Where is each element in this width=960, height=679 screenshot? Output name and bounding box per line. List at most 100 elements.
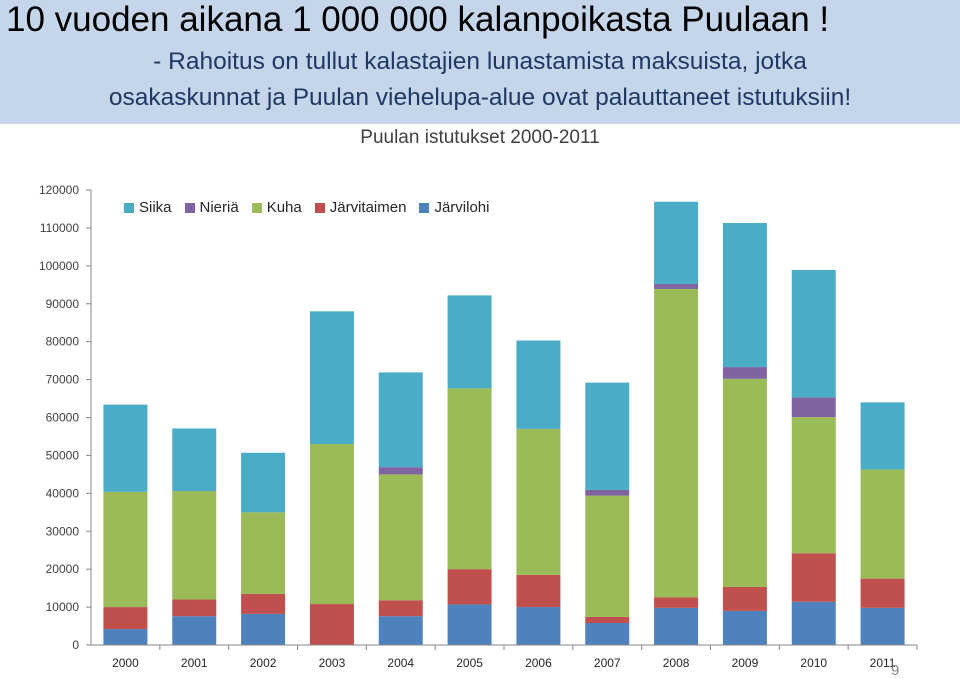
x-tick-label: 2005 — [456, 656, 483, 670]
bar-segment-järvitaimen-2008 — [654, 597, 699, 608]
x-tick-label: 2002 — [250, 656, 277, 670]
y-tick-label: 100000 — [39, 259, 79, 273]
y-tick-label: 70000 — [46, 373, 80, 387]
bar-segment-siika-2009 — [722, 222, 767, 368]
bar-segment-nieriä-2008 — [654, 284, 699, 289]
bar-segment-järvilohi-2000 — [103, 629, 148, 645]
y-tick-label: 110000 — [40, 221, 79, 235]
y-tick-label: 50000 — [46, 448, 80, 462]
bar-segment-kuha-2000 — [103, 491, 148, 608]
bar-segment-nieriä-2004 — [378, 467, 423, 475]
page-number: 9 — [891, 662, 900, 679]
chart-legend: Siika Nieriä Kuha Järvitaimen Järvilohi — [124, 199, 489, 216]
bar-segment-järvilohi-2007 — [585, 623, 630, 645]
bar-segment-kuha-2006 — [516, 428, 561, 575]
bar-segment-järvilohi-2010 — [791, 601, 836, 645]
bar-segment-järvitaimen-2002 — [241, 593, 286, 614]
y-tick-label: 80000 — [46, 335, 80, 349]
bar-segment-kuha-2005 — [447, 388, 492, 570]
slide-subtitle: - Rahoitus on tullut kalastajien lunasta… — [0, 44, 960, 116]
x-tick-label: 2006 — [525, 656, 552, 670]
bar-segment-järvilohi-2006 — [516, 607, 561, 645]
x-tick-label: 2001 — [181, 656, 208, 670]
legend-item-kuha: Kuha — [251, 199, 302, 216]
x-tick-label: 2007 — [594, 656, 621, 670]
y-tick-label: 120000 — [39, 183, 79, 197]
bar-segment-siika-2001 — [172, 428, 217, 492]
x-tick-label: 2009 — [732, 656, 759, 670]
bar-segment-siika-2006 — [516, 340, 561, 429]
x-tick-label: 2004 — [387, 656, 414, 670]
bar-segment-järvitaimen-2003 — [309, 604, 354, 645]
bar-segment-järvilohi-2001 — [172, 616, 217, 645]
x-tick-label: 2010 — [800, 656, 827, 670]
legend-item-järvitaimen: Järvitaimen — [314, 199, 407, 216]
y-tick-label: 90000 — [46, 297, 80, 311]
legend-label: Nieriä — [199, 199, 239, 216]
bar-segment-järvitaimen-2004 — [378, 600, 423, 617]
y-tick-label: 20000 — [46, 562, 80, 576]
bar-segment-nieriä-2007 — [585, 489, 630, 496]
bar-segment-järvitaimen-2007 — [585, 616, 630, 624]
bar-segment-kuha-2004 — [378, 474, 423, 601]
legend-swatch — [314, 202, 325, 213]
legend-swatch — [419, 202, 430, 213]
legend-swatch — [184, 202, 195, 213]
legend-swatch — [124, 202, 134, 213]
legend-item-siika: Siika — [124, 199, 172, 216]
x-tick-label: 2011 — [870, 656, 896, 670]
bar-segment-kuha-2009 — [722, 378, 767, 587]
subtitle-line-2: osakaskunnat ja Puulan viehelupa-alue ov… — [108, 84, 852, 111]
bar-segment-järvilohi-2009 — [722, 610, 767, 645]
bar-segment-järvitaimen-2005 — [447, 569, 492, 605]
bar-segment-siika-2011 — [860, 402, 905, 470]
bar-segment-kuha-2003 — [309, 444, 354, 605]
bar-segment-järvilohi-2011 — [860, 607, 905, 645]
x-tick-label: 2008 — [663, 656, 690, 670]
bar-segment-siika-2003 — [309, 311, 354, 445]
bar-segment-järvitaimen-2009 — [722, 586, 767, 611]
y-tick-label: 40000 — [46, 486, 80, 500]
bar-segment-nieriä-2010 — [791, 397, 836, 418]
bar-segment-siika-2004 — [378, 372, 423, 468]
chart-title: Puulan istutukset 2000-2011 — [360, 127, 600, 148]
bar-segment-kuha-2010 — [791, 417, 836, 554]
legend-label: Siika — [139, 199, 172, 216]
y-tick-label: 10000 — [46, 600, 80, 614]
legend-item-järvilohi: Järvilohi — [419, 199, 489, 216]
y-tick-label: 30000 — [46, 524, 80, 538]
bar-segment-järvilohi-2005 — [447, 604, 492, 645]
bar-segment-kuha-2011 — [860, 469, 905, 579]
bar-segment-järvilohi-2002 — [241, 613, 286, 645]
bar-segment-siika-2007 — [585, 382, 630, 490]
bar-segment-järvilohi-2004 — [378, 616, 423, 645]
bar-segment-siika-2002 — [241, 452, 286, 513]
legend-label: Järvilohi — [434, 199, 490, 216]
bar-segment-siika-2010 — [791, 270, 836, 398]
bar-segment-siika-2008 — [654, 201, 699, 285]
title-banner: 10 vuoden aikana 1 000 000 kalanpoikasta… — [0, 0, 960, 124]
bar-segment-siika-2000 — [103, 404, 148, 492]
bar-segment-järvilohi-2008 — [654, 607, 699, 645]
x-tick-label: 2000 — [112, 656, 139, 670]
bar-segment-kuha-2002 — [241, 512, 286, 594]
bar-segment-kuha-2007 — [585, 495, 630, 617]
bar-segment-kuha-2001 — [172, 491, 217, 600]
slide-title: 10 vuoden aikana 1 000 000 kalanpoikasta… — [6, 0, 830, 39]
subtitle-line-1: - Rahoitus on tullut kalastajien lunasta… — [153, 48, 807, 75]
bar-segment-järvitaimen-2000 — [103, 607, 148, 630]
legend-label: Järvitaimen — [329, 199, 407, 216]
x-tick-label: 2003 — [319, 656, 346, 670]
bar-segment-järvitaimen-2001 — [172, 599, 217, 617]
y-tick-label: 0 — [72, 638, 79, 652]
bar-segment-siika-2005 — [447, 295, 492, 389]
bar-segment-järvitaimen-2011 — [860, 578, 905, 608]
bar-segment-kuha-2008 — [654, 288, 699, 598]
bar-segment-nieriä-2009 — [722, 367, 767, 379]
legend-swatch — [251, 202, 262, 213]
legend-item-nieriä: Nieriä — [184, 199, 239, 216]
bar-segment-järvitaimen-2006 — [516, 574, 561, 608]
y-tick-label: 60000 — [46, 411, 80, 425]
legend-label: Kuha — [266, 199, 302, 216]
